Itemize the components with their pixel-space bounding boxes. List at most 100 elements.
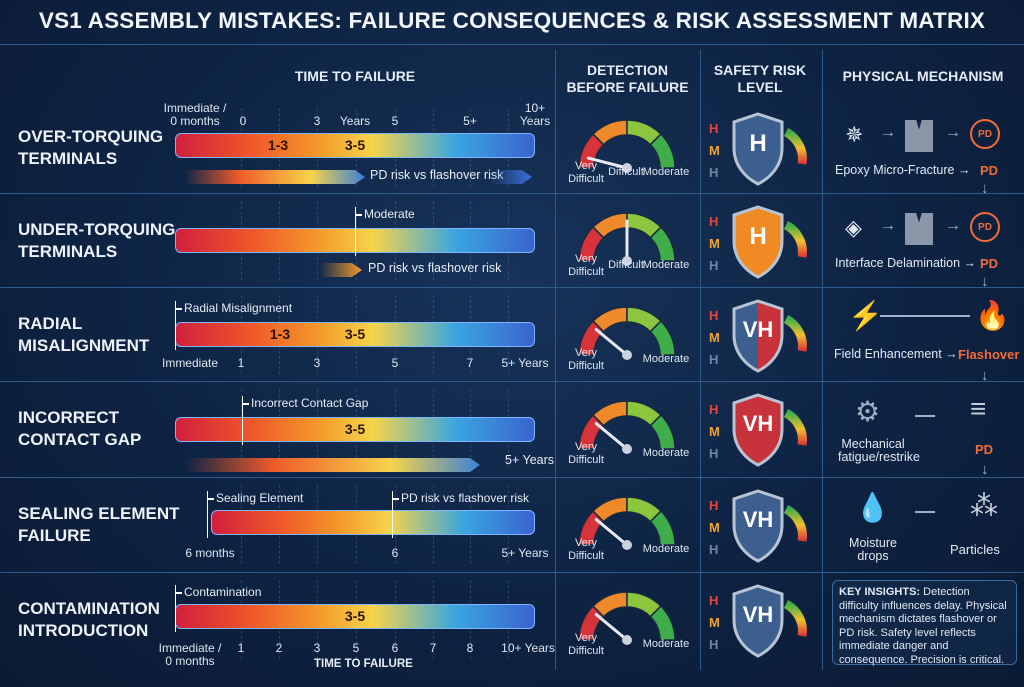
- detection-gauge: [572, 108, 692, 188]
- lightning-icon: ⚡: [848, 300, 883, 331]
- bar-range-label: 3-5: [344, 137, 366, 153]
- tick-label: Immediate / 0 months: [163, 101, 227, 128]
- detection-gauge: [572, 295, 692, 375]
- tick-label: 3: [313, 641, 321, 655]
- arrow-right-icon: [880, 315, 970, 317]
- gauge-label: Moderate: [642, 447, 690, 459]
- risk-progression-arrow: [185, 458, 480, 472]
- gauge-needle: [594, 328, 629, 357]
- tick-label: 5: [352, 641, 360, 655]
- gauge-needle: [594, 518, 629, 547]
- detection-gauge: [572, 201, 692, 281]
- risk-level-letter: H: [709, 165, 719, 180]
- time-marker: Incorrect Contact Gap: [242, 396, 368, 445]
- tick-label: Immediate: [161, 356, 219, 370]
- row-label: SEALING ELEMENT FAILURE: [18, 504, 180, 545]
- divider: [555, 50, 556, 670]
- shield-icon: [728, 391, 808, 471]
- safety-level-value: H: [749, 223, 767, 250]
- tick-label: 8: [466, 641, 474, 655]
- arrow-right-icon: →: [945, 124, 961, 141]
- mechanism-result: PD: [980, 163, 999, 178]
- detection-gauge: [572, 389, 692, 469]
- tick-label: Immediate / 0 months: [158, 641, 222, 668]
- gauge-label: Very Difficult: [568, 537, 604, 562]
- risk-level-letter: H: [709, 542, 719, 557]
- risk-level-letter: H: [709, 498, 719, 513]
- fire-icon: 🔥: [975, 300, 1010, 331]
- shield-icon: [728, 203, 808, 283]
- tick-label: 2: [275, 641, 283, 655]
- tick-label: 3: [313, 356, 321, 370]
- header-safety: SAFETY RISK LEVEL: [713, 62, 807, 95]
- mechanism-text: Interface Delamination →: [835, 256, 977, 270]
- arrow-down-icon: ↓: [981, 273, 989, 290]
- bar-range-label: 1-3: [267, 137, 289, 153]
- page-title: VS1 ASSEMBLY MISTAKES: FAILURE CONSEQUEN…: [38, 8, 986, 33]
- arrow-down-icon: ↓: [981, 461, 989, 478]
- gauge-label: Very Difficult: [568, 441, 604, 466]
- tick-label: 10+ Years: [519, 101, 551, 128]
- shield-icon: [728, 582, 808, 662]
- shield-icon: [728, 297, 808, 377]
- mechanism-text: Mechanical fatigue/restrike: [838, 437, 920, 464]
- tick-label: 10+ Years: [501, 641, 555, 655]
- arrow-down-icon: ↓: [981, 180, 989, 197]
- gauge-label: Difficult: [608, 166, 644, 178]
- time-end-label: 5+ Years: [505, 453, 555, 467]
- gauge-label: Moderate: [642, 166, 690, 178]
- tick-label: 7: [429, 641, 437, 655]
- arrow-right-icon: [915, 415, 935, 417]
- arrow-right-icon: →: [880, 124, 896, 141]
- layers-icon: ◈: [845, 215, 862, 240]
- risk-level-letter: H: [709, 446, 719, 461]
- bar-range-label: 3-5: [344, 326, 366, 342]
- time-to-failure-bar: [175, 133, 535, 158]
- divider: [700, 50, 701, 670]
- bar-range-label: 1-3: [269, 326, 291, 342]
- key-insights-box: KEY INSIGHTS: Detection difficulty influ…: [832, 580, 1017, 666]
- time-to-failure-bar: [211, 510, 535, 535]
- header-time-to-failure: TIME TO FAILURE: [294, 68, 416, 84]
- key-insights-text: Detection difficulty influences delay. P…: [839, 586, 1007, 666]
- pd-badge-icon: PD: [970, 212, 1000, 242]
- mechanism-result: PD: [980, 256, 999, 271]
- gauge-label: Moderate: [642, 638, 690, 650]
- pd-badge-icon: PD: [970, 119, 1000, 149]
- gauge-label: Very Difficult: [568, 160, 604, 185]
- tick-label: 1: [237, 641, 245, 655]
- tick-label: 5: [391, 356, 399, 370]
- risk-level-letter: H: [709, 352, 719, 367]
- gauge-needle: [586, 156, 629, 170]
- safety-level-value: VH: [742, 602, 774, 627]
- divider: [822, 50, 823, 670]
- mechanism-result: PD: [975, 442, 994, 457]
- time-marker: PD risk vs flashover risk: [392, 491, 529, 538]
- risk-level-letter: M: [709, 520, 720, 535]
- time-to-failure-bar: [175, 417, 535, 442]
- gauge-dial: [578, 212, 676, 266]
- risk-level-letter: M: [709, 236, 720, 251]
- gauge-label: Very Difficult: [568, 347, 604, 372]
- shield-icon: [728, 110, 808, 190]
- tick-label: 0: [239, 114, 247, 128]
- mechanism-text: Epoxy Micro-Fracture →: [835, 163, 971, 177]
- gauge-dial: [578, 591, 676, 645]
- row-divider: [0, 193, 1024, 194]
- gauge-needle: [594, 422, 629, 451]
- bar-range-label: 3-5: [344, 608, 366, 624]
- tick-label: 6: [391, 641, 399, 655]
- arrow-right-icon: →: [945, 217, 961, 234]
- time-marker: Moderate: [355, 207, 415, 256]
- detection-gauge: [572, 485, 692, 565]
- risk-level-letter: H: [709, 258, 719, 273]
- fractured-block-icon: [905, 120, 933, 152]
- particles-icon: ⁂: [970, 490, 998, 521]
- row-label: UNDER-TORQUING TERMINALS: [18, 220, 176, 261]
- tick-label: 5+: [463, 114, 477, 128]
- tick-label: 6: [391, 546, 399, 560]
- key-insights-heading: KEY INSIGHTS:: [839, 586, 921, 598]
- tick-label: 5: [391, 114, 399, 128]
- time-marker: Contamination: [175, 585, 261, 632]
- gauge-label: Difficult: [608, 259, 644, 271]
